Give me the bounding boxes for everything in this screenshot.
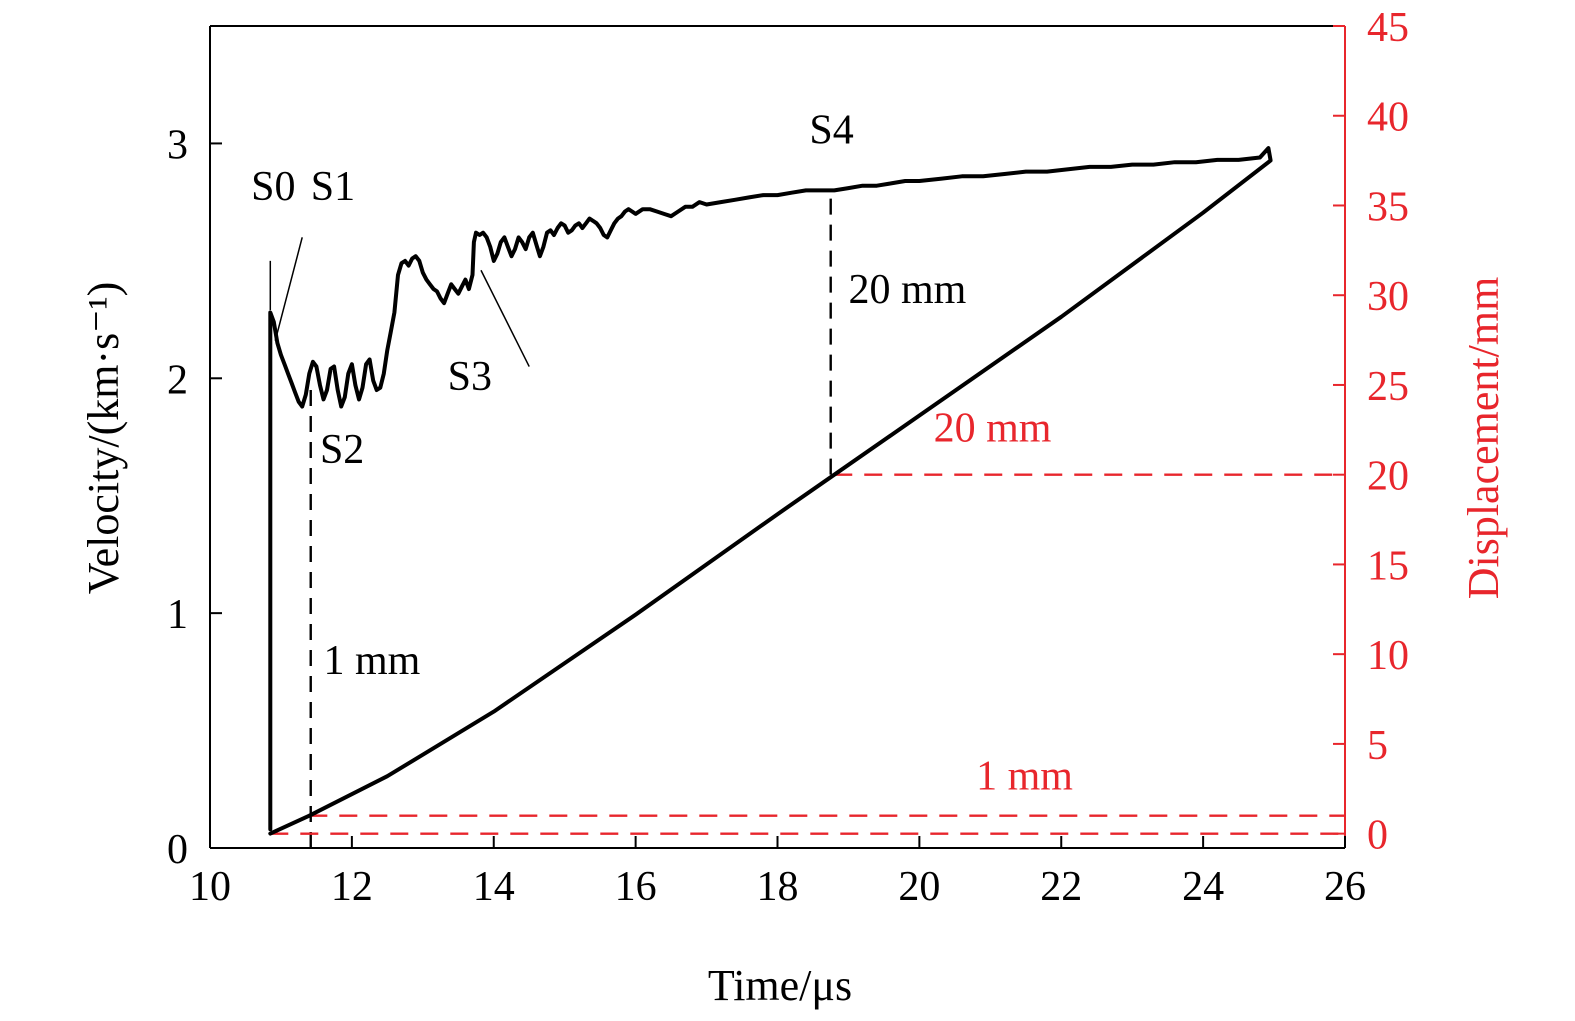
left-tick-label: 0: [167, 827, 188, 873]
annotation-leader-line: [274, 237, 303, 341]
data-series: [268, 146, 1273, 836]
displacement-series-line: [268, 158, 1273, 836]
x-tick-label: 22: [1040, 864, 1082, 910]
x-tick-label: 10: [189, 864, 231, 910]
annotation-label: 1 mm: [976, 753, 1073, 799]
right-tick-label: 25: [1367, 364, 1409, 410]
annotation-label: S3: [448, 354, 492, 400]
right-tick-label: 35: [1367, 184, 1409, 230]
right-tick-label: 10: [1367, 633, 1409, 679]
x-tick-label: 26: [1324, 864, 1366, 910]
right-axis-ticks: 0 5 10 15 20 25 30 35 40 45: [1333, 5, 1409, 859]
x-axis-title: Time/μs: [708, 961, 852, 1010]
left-tick-label: 2: [167, 357, 188, 403]
annotation-label: 20 mm: [934, 406, 1052, 452]
right-tick-label: 45: [1367, 5, 1409, 51]
left-axis-title: Velocity/(km·s⁻¹): [79, 282, 128, 595]
left-tick-label: 3: [167, 122, 188, 168]
left-axis-ticks: 0 1 2 3: [167, 122, 222, 873]
x-axis-ticks: 10 12 14 16 18 20 22 24 26: [189, 836, 1366, 910]
right-tick-label: 15: [1367, 543, 1409, 589]
annotation-label: S1: [311, 164, 355, 210]
x-tick-label: 16: [615, 864, 657, 910]
plot-frame: [209, 25, 1346, 849]
leader-lines: [269, 237, 530, 367]
x-tick-label: 18: [757, 864, 799, 910]
right-tick-label: 30: [1367, 274, 1409, 320]
right-axis-title: Displacement/mm: [1459, 277, 1508, 600]
right-tick-label: 5: [1367, 723, 1388, 769]
annotation-label: 20 mm: [848, 267, 966, 313]
velocity-series-line: [268, 146, 1273, 832]
left-tick-label: 1: [167, 592, 188, 638]
right-tick-label: 20: [1367, 454, 1409, 500]
annotations: S0 S1 S2 S3 S4 20 mm 1 mm 20 mm 1 mm: [251, 107, 1073, 799]
reference-lines: [270, 190, 1345, 848]
x-tick-label: 12: [331, 864, 373, 910]
annotation-label: 1 mm: [324, 638, 421, 684]
x-tick-label: 14: [473, 864, 515, 910]
x-tick-label: 24: [1182, 864, 1224, 910]
annotation-label: S0: [251, 164, 295, 210]
right-tick-label: 40: [1367, 95, 1409, 141]
right-tick-label: 0: [1367, 813, 1388, 859]
x-tick-label: 20: [898, 864, 940, 910]
annotation-label: S4: [809, 107, 853, 153]
annotation-leader-line: [480, 269, 530, 367]
annotation-label: S2: [320, 427, 364, 473]
